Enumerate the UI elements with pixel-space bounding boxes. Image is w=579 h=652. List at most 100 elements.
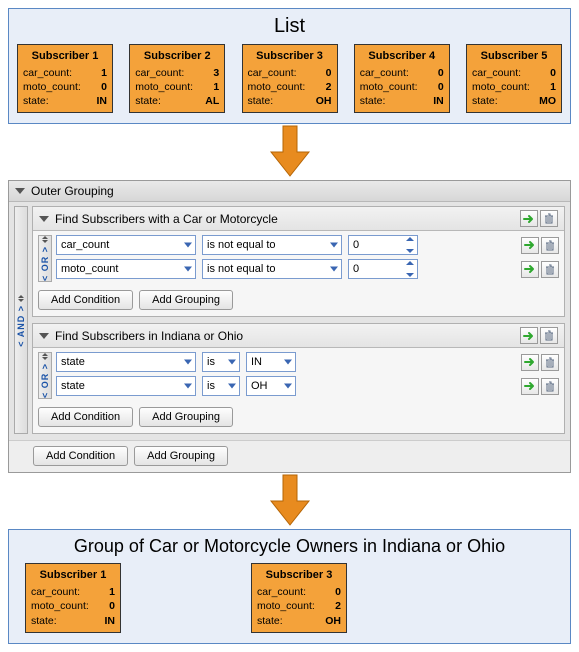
group-operator-label: < OR > xyxy=(40,363,50,398)
field-label: moto_count: xyxy=(360,80,418,94)
car-count-value: 0 xyxy=(326,66,332,80)
field-label: state: xyxy=(360,94,386,108)
outer-group-header[interactable]: Outer Grouping xyxy=(9,181,570,202)
sort-icon xyxy=(42,353,48,361)
field-select[interactable]: moto_count xyxy=(56,259,196,279)
field-label: car_count: xyxy=(135,66,184,80)
result-subscriber-row: Subscriber 1 car_count: 1 moto_count: 0 st… xyxy=(17,563,562,632)
car-count-value: 3 xyxy=(213,66,219,80)
group-operator-rail[interactable]: < OR > xyxy=(38,352,52,399)
apply-button[interactable] xyxy=(520,327,538,344)
arrow-down-1 xyxy=(8,124,571,180)
value-input[interactable]: 0 xyxy=(348,259,418,279)
query-builder: Outer Grouping < AND > Find Subscribers … xyxy=(8,180,571,473)
group-operator-label: < OR > xyxy=(40,246,50,281)
add-grouping-button[interactable]: Add Grouping xyxy=(139,290,233,310)
delete-button[interactable] xyxy=(541,261,559,278)
field-label: moto_count: xyxy=(472,80,530,94)
subscriber-card: Subscriber 3 car_count:0 moto_count:2 st… xyxy=(242,44,338,113)
subscriber-card: Subscriber 2 car_count:3 moto_count:1 st… xyxy=(129,44,225,113)
condition-row: state is IN xyxy=(56,352,559,372)
field-label: car_count: xyxy=(257,585,306,599)
field-label: moto_count: xyxy=(257,599,315,613)
subscriber-card: Subscriber 5 car_count:0 moto_count:1 st… xyxy=(466,44,562,113)
apply-button[interactable] xyxy=(521,354,539,371)
value-select[interactable]: OH xyxy=(246,376,296,396)
subscriber-title: Subscriber 1 xyxy=(31,568,115,583)
group-operator-rail[interactable]: < OR > xyxy=(38,235,52,282)
state-value: OH xyxy=(316,94,332,108)
result-title: Group of Car or Motorcycle Owners in Ind… xyxy=(17,536,562,557)
operator-select[interactable]: is xyxy=(202,376,240,396)
operator-select[interactable]: is xyxy=(202,352,240,372)
moto-count-value: 0 xyxy=(109,599,115,613)
subscriber-title: Subscriber 4 xyxy=(360,49,444,64)
state-value: AL xyxy=(205,94,219,108)
condition-row: moto_count is not equal to 0 xyxy=(56,259,559,279)
field-label: state: xyxy=(23,94,49,108)
subscriber-title: Subscriber 5 xyxy=(472,49,556,64)
condition-row: car_count is not equal to 0 xyxy=(56,235,559,255)
state-value: OH xyxy=(325,614,341,628)
inner-group-header[interactable]: Find Subscribers in Indiana or Ohio xyxy=(33,324,564,348)
collapse-icon xyxy=(15,188,25,194)
apply-button[interactable] xyxy=(521,261,539,278)
apply-button[interactable] xyxy=(521,237,539,254)
field-select[interactable]: car_count xyxy=(56,235,196,255)
operator-select[interactable]: is not equal to xyxy=(202,259,342,279)
field-select[interactable]: state xyxy=(56,352,196,372)
car-count-value: 0 xyxy=(550,66,556,80)
value-input[interactable]: 0 xyxy=(348,235,418,255)
outer-operator-rail[interactable]: < AND > xyxy=(14,206,28,434)
field-label: car_count: xyxy=(472,66,521,80)
add-grouping-button[interactable]: Add Grouping xyxy=(139,407,233,427)
inner-group: Find Subscribers in Indiana or Ohio < OR… xyxy=(32,323,565,434)
moto-count-value: 0 xyxy=(438,80,444,94)
condition-row: state is OH xyxy=(56,376,559,396)
inner-group: Find Subscribers with a Car or Motorcycl… xyxy=(32,206,565,317)
inner-group-title: Find Subscribers with a Car or Motorcycl… xyxy=(55,212,278,226)
add-grouping-button[interactable]: Add Grouping xyxy=(134,446,228,466)
collapse-icon xyxy=(39,216,49,222)
state-value: MO xyxy=(539,94,556,108)
car-count-value: 1 xyxy=(101,66,107,80)
apply-button[interactable] xyxy=(521,378,539,395)
car-count-value: 0 xyxy=(335,585,341,599)
outer-group-label: Outer Grouping xyxy=(31,184,114,198)
add-condition-button[interactable]: Add Condition xyxy=(38,290,133,310)
field-label: car_count: xyxy=(360,66,409,80)
field-label: state: xyxy=(257,614,283,628)
state-value: IN xyxy=(105,614,116,628)
field-label: state: xyxy=(248,94,274,108)
field-label: car_count: xyxy=(23,66,72,80)
delete-button[interactable] xyxy=(541,237,559,254)
sort-icon xyxy=(42,236,48,244)
subscriber-card: Subscriber 1 car_count: 1 moto_count: 0 st… xyxy=(25,563,121,632)
car-count-value: 1 xyxy=(109,585,115,599)
sort-icon xyxy=(18,295,24,303)
arrow-down-2 xyxy=(8,473,571,529)
field-label: state: xyxy=(135,94,161,108)
delete-button[interactable] xyxy=(541,354,559,371)
apply-button[interactable] xyxy=(520,210,538,227)
field-select[interactable]: state xyxy=(56,376,196,396)
field-label: moto_count: xyxy=(23,80,81,94)
delete-button[interactable] xyxy=(540,210,558,227)
value-select[interactable]: IN xyxy=(246,352,296,372)
add-condition-button[interactable]: Add Condition xyxy=(38,407,133,427)
field-label: car_count: xyxy=(31,585,80,599)
field-label: state: xyxy=(31,614,57,628)
operator-select[interactable]: is not equal to xyxy=(202,235,342,255)
subscriber-card: Subscriber 3 car_count:0 moto_count:2 st… xyxy=(251,563,347,632)
moto-count-value: 1 xyxy=(213,80,219,94)
field-label: car_count: xyxy=(248,66,297,80)
subscriber-title: Subscriber 1 xyxy=(23,49,107,64)
subscriber-card: Subscriber 4 car_count:0 moto_count:0 st… xyxy=(354,44,450,113)
add-condition-button[interactable]: Add Condition xyxy=(33,446,128,466)
state-value: IN xyxy=(97,94,108,108)
field-label: moto_count: xyxy=(31,599,89,613)
inner-group-header[interactable]: Find Subscribers with a Car or Motorcycl… xyxy=(33,207,564,231)
moto-count-value: 0 xyxy=(101,80,107,94)
delete-button[interactable] xyxy=(541,378,559,395)
delete-button[interactable] xyxy=(540,327,558,344)
